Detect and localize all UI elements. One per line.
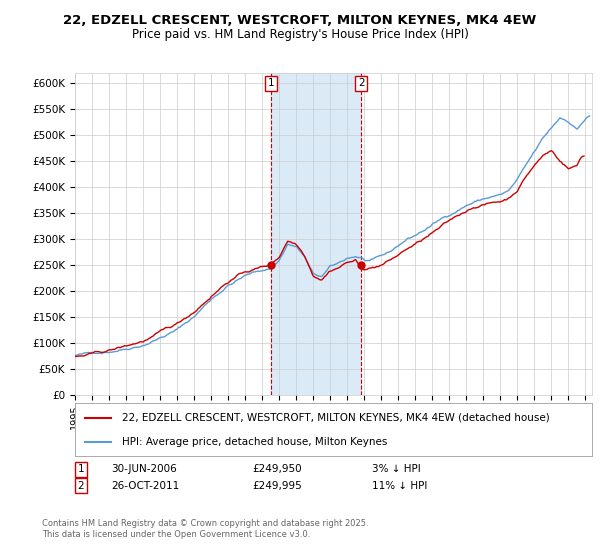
Text: HPI: Average price, detached house, Milton Keynes: HPI: Average price, detached house, Milt…	[122, 436, 387, 446]
Text: 1: 1	[77, 464, 85, 474]
Text: 3% ↓ HPI: 3% ↓ HPI	[372, 464, 421, 474]
Text: Contains HM Land Registry data © Crown copyright and database right 2025.
This d: Contains HM Land Registry data © Crown c…	[42, 520, 368, 539]
Text: Price paid vs. HM Land Registry's House Price Index (HPI): Price paid vs. HM Land Registry's House …	[131, 28, 469, 41]
Text: 1: 1	[268, 78, 274, 88]
Point	[266, 260, 275, 269]
Bar	[271, 73, 361, 395]
Text: 26-OCT-2011: 26-OCT-2011	[111, 480, 179, 491]
Text: 22, EDZELL CRESCENT, WESTCROFT, MILTON KEYNES, MK4 4EW (detached house): 22, EDZELL CRESCENT, WESTCROFT, MILTON K…	[122, 413, 549, 423]
Text: £249,995: £249,995	[252, 480, 302, 491]
Text: £249,950: £249,950	[252, 464, 302, 474]
Point	[356, 260, 366, 269]
Text: 2: 2	[358, 78, 364, 88]
Text: 2: 2	[77, 480, 85, 491]
Text: 11% ↓ HPI: 11% ↓ HPI	[372, 480, 427, 491]
Text: 30-JUN-2006: 30-JUN-2006	[111, 464, 177, 474]
Text: 22, EDZELL CRESCENT, WESTCROFT, MILTON KEYNES, MK4 4EW: 22, EDZELL CRESCENT, WESTCROFT, MILTON K…	[64, 14, 536, 27]
